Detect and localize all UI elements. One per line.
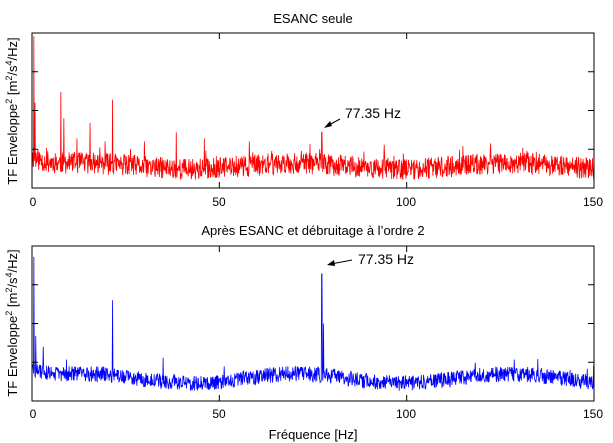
top-ylabel: TF Enveloppe2 [m2/s4/Hz] [4,37,20,184]
bottom-xtick-label-150: 150 [583,407,603,421]
bottom-xtick-label-0: 0 [30,407,37,421]
top-xtick-label-150: 150 [583,195,603,209]
bottom-peak-annotation: 77.35 Hz [327,251,414,267]
top-panel: ESANC seule 0 50 100 150 TF Enveloppe2 [… [4,11,603,209]
top-series-line [31,36,595,180]
bottom-annotation-label: 77.35 Hz [358,251,414,267]
bottom-axis-ticks [31,246,595,401]
bottom-xtick-label-50: 50 [212,407,226,421]
bottom-chart-title: Après ESANC et débruitage à l’ordre 2 [201,223,424,238]
top-xtick-label-100: 100 [396,195,416,209]
bottom-xlabel: Fréquence [Hz] [269,427,358,442]
top-annotation-arrowhead [324,121,332,128]
bottom-ylabel: TF Enveloppe2 [m2/s4/Hz] [4,249,20,396]
bottom-spectrum-trace [31,256,595,391]
bottom-annotation-arrowhead [327,260,335,266]
top-axis-ticks [31,33,595,188]
bottom-series-line [31,256,595,391]
top-chart-title: ESANC seule [273,11,352,26]
top-xtick-label-0: 0 [30,195,37,209]
top-peak-annotation: 77.35 Hz [324,105,401,128]
bottom-panel: Après ESANC et débruitage à l’ordre 2 0 … [4,223,603,442]
top-xtick-label-50: 50 [212,195,226,209]
top-spectrum-trace [31,36,595,180]
top-annotation-label: 77.35 Hz [345,105,401,121]
bottom-xtick-label-100: 100 [396,407,416,421]
